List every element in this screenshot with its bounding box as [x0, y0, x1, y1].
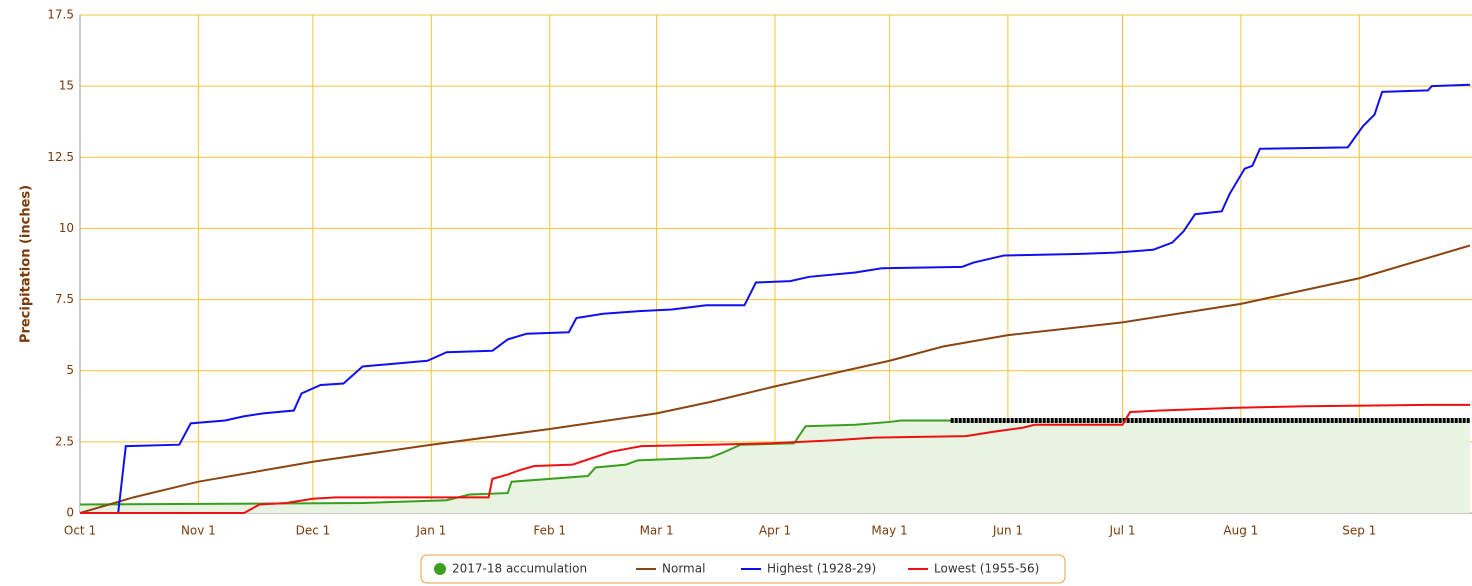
legend-label: Highest (1928-29): [767, 562, 876, 576]
y-tick-label: 7.5: [55, 292, 74, 306]
x-tick-label: Apr 1: [759, 524, 791, 538]
line: [80, 403, 1470, 514]
x-tick-label: Jan 1: [415, 524, 446, 538]
x-tick-label: Dec 1: [296, 524, 331, 538]
y-tick-label: 17.5: [47, 8, 74, 22]
legend-label: 2017-18 accumulation: [452, 562, 587, 576]
y-tick-label: 0: [66, 506, 74, 520]
x-tick-label: Jun 1: [992, 524, 1023, 538]
x-tick-label: Nov 1: [181, 524, 216, 538]
x-tick-label: Sep 1: [1342, 524, 1376, 538]
x-tick-label: Jul 1: [1109, 524, 1136, 538]
y-axis-label: Precipitation (inches): [19, 185, 34, 343]
line: [80, 83, 1471, 514]
x-tick-label: Feb 1: [533, 524, 566, 538]
x-tick-label: Oct 1: [64, 524, 96, 538]
y-tick-label: 2.5: [55, 434, 74, 448]
area: [80, 420, 1470, 513]
y-tick-label: 5: [66, 363, 74, 377]
line: [79, 419, 951, 506]
x-tick-label: Mar 1: [640, 524, 674, 538]
y-tick-label: 15: [59, 79, 74, 93]
line: [79, 244, 1471, 514]
x-tick-label: May 1: [871, 524, 907, 538]
legend-label: Normal: [662, 562, 705, 576]
x-tick-label: Aug 1: [1223, 524, 1258, 538]
legend-swatch: [434, 563, 446, 575]
legend-label: Lowest (1955-56): [934, 562, 1039, 576]
y-tick-label: 12.5: [47, 150, 74, 164]
y-tick-label: 10: [59, 221, 74, 235]
